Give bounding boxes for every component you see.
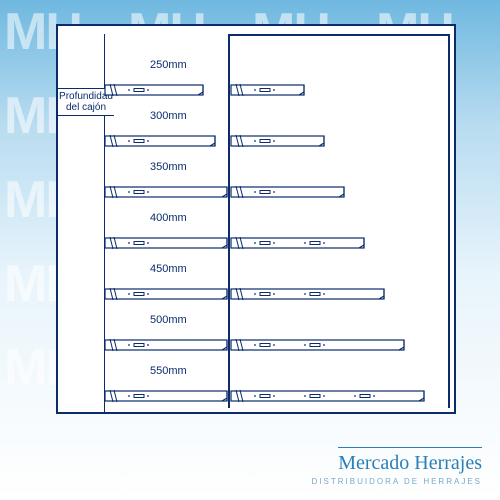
dimension-label: 300mm [150,110,187,122]
dimension-label: 500mm [150,314,187,326]
drawer-depth-line2: del cajón [66,102,106,113]
dimension-label: 350mm [150,161,187,173]
dimension-label: 550mm [150,365,187,377]
slide-closed [104,338,228,352]
slide-closed [104,389,228,403]
brand-name: Mercado Herrajes [338,447,482,475]
slide-extended [230,236,365,250]
slide-closed [104,236,228,250]
slide-closed [104,185,228,199]
slide-closed [104,287,228,301]
diagram-panel: Profundidad del cajón 250mm300mm350mm400… [56,24,456,414]
brand-tagline: DISTRIBUIDORA DE HERRAJES [312,477,482,486]
slide-extended [230,389,425,403]
dimension-label: 250mm [150,59,187,71]
slide-extended [230,287,385,301]
slide-extended [230,185,345,199]
dimension-label: 400mm [150,212,187,224]
slide-extended [230,134,325,148]
slide-closed [104,83,204,97]
slide-extended [230,83,305,97]
slide-extended [230,338,405,352]
slide-closed [104,134,216,148]
dimension-label: 450mm [150,263,187,275]
footer: Mercado Herrajes DISTRIBUIDORA DE HERRAJ… [0,436,500,500]
